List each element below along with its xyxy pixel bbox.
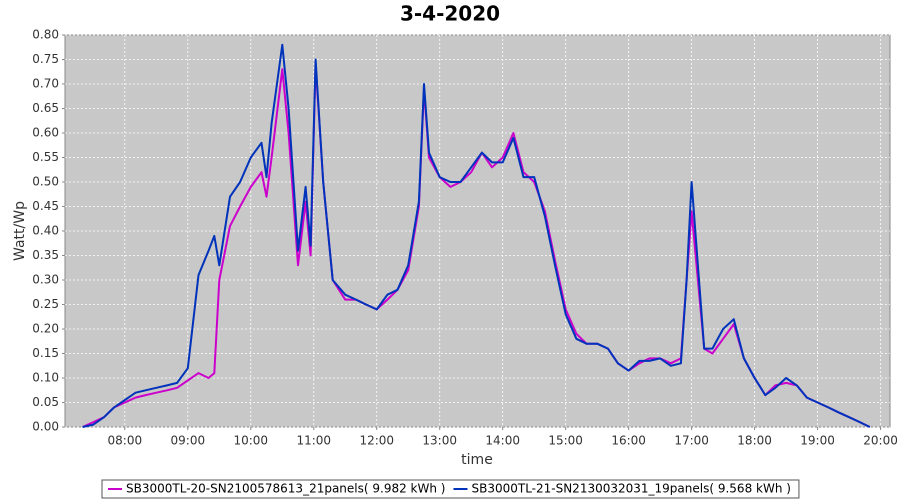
x-tick-label: 12:00 <box>359 434 394 448</box>
y-tick-label: 0.50 <box>32 175 59 189</box>
y-tick-label: 0.05 <box>32 395 59 409</box>
y-tick-label: 0.65 <box>32 101 59 115</box>
y-tick-label: 0.70 <box>32 77 59 91</box>
legend-label: SB3000TL-20-SN2100578613_21panels( 9.982… <box>126 482 445 496</box>
x-tick-label: 18:00 <box>737 434 772 448</box>
y-tick-label: 0.40 <box>32 224 59 238</box>
y-axis-label: Watt/Wp <box>12 201 28 261</box>
y-tick-label: 0.35 <box>32 248 59 262</box>
y-tick-label: 0.00 <box>32 420 59 434</box>
y-tick-label: 0.80 <box>32 28 59 42</box>
x-axis-label: time <box>461 452 493 468</box>
x-tick-label: 15:00 <box>548 434 583 448</box>
x-tick-label: 09:00 <box>171 434 206 448</box>
x-tick-label: 20:00 <box>863 434 898 448</box>
x-tick-label: 10:00 <box>233 434 268 448</box>
legend-label: SB3000TL-21-SN2130032031_19panels( 9.568… <box>471 482 790 496</box>
y-tick-label: 0.15 <box>32 346 59 360</box>
y-tick-label: 0.75 <box>32 52 59 66</box>
chart-title: 3-4-2020 <box>400 2 500 26</box>
y-tick-label: 0.30 <box>32 273 59 287</box>
y-tick-label: 0.20 <box>32 322 59 336</box>
legend-box <box>101 479 800 499</box>
y-tick-label: 0.25 <box>32 297 59 311</box>
x-tick-label: 13:00 <box>422 434 457 448</box>
x-tick-label: 11:00 <box>296 434 331 448</box>
x-tick-label: 16:00 <box>611 434 646 448</box>
x-tick-label: 19:00 <box>800 434 835 448</box>
y-tick-label: 0.45 <box>32 199 59 213</box>
x-tick-label: 14:00 <box>485 434 520 448</box>
y-tick-label: 0.55 <box>32 150 59 164</box>
x-tick-label: 17:00 <box>674 434 709 448</box>
series-line <box>82 43 871 428</box>
y-tick-label: 0.10 <box>32 371 59 385</box>
x-tick-label: 08:00 <box>108 434 143 448</box>
y-tick-label: 0.60 <box>32 126 59 140</box>
